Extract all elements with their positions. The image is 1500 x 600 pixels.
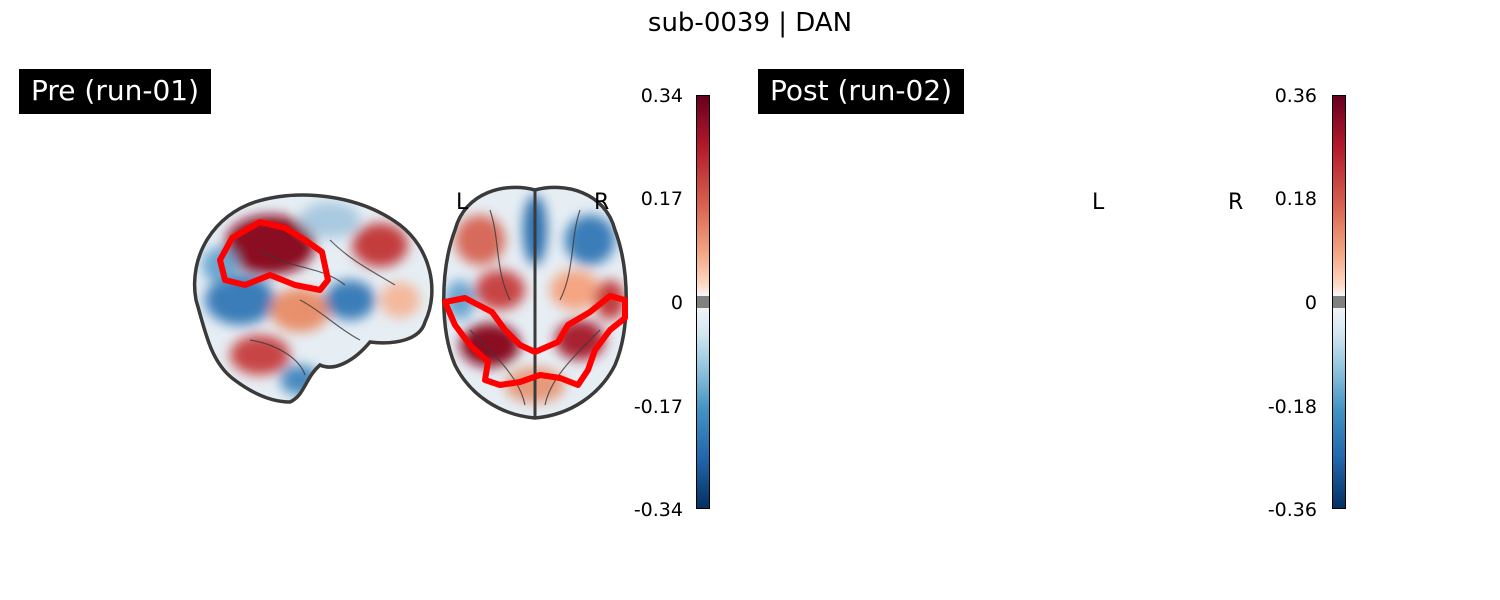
colorbar-tick-upper: 0.17: [640, 188, 683, 210]
colorbar-tick-zero: 0: [1304, 292, 1317, 314]
panel-post: Post (run-02): [738, 0, 1500, 600]
panel-pre: Pre (run-01): [19, 69, 710, 521]
hemisphere-right-label: R: [594, 190, 610, 215]
colorbar-tick-max: 0.34: [640, 85, 683, 107]
roi-outline-axial: [442, 293, 628, 388]
colorbar: [696, 95, 710, 509]
colorbar-tick-zero: 0: [670, 292, 683, 314]
glass-brain-post: [738, 0, 1500, 600]
figure-title: sub-0039 | DAN: [647, 8, 853, 38]
colorbar-tick-max: 0.36: [1274, 85, 1317, 107]
sagittal-view: [194, 195, 432, 402]
hemisphere-right-label: R: [1228, 190, 1244, 215]
colorbar-tick-lower: -0.17: [633, 396, 683, 418]
colorbar: [1332, 95, 1346, 509]
hemisphere-left-label: L: [456, 190, 469, 215]
colorbar-tick-upper: 0.18: [1274, 188, 1317, 210]
glass-brain-pre: [192, 185, 628, 420]
colorbar-tick-min: -0.34: [633, 499, 683, 521]
hemisphere-left-label: L: [1092, 190, 1105, 215]
run-label-pre: Pre (run-01): [19, 69, 211, 114]
run-label-post: Post (run-02): [758, 69, 965, 114]
roi-outline-sagittal: [217, 219, 331, 293]
colorbar-tick-lower: -0.18: [1267, 396, 1317, 418]
colorbar-tick-min: -0.36: [1267, 499, 1317, 521]
